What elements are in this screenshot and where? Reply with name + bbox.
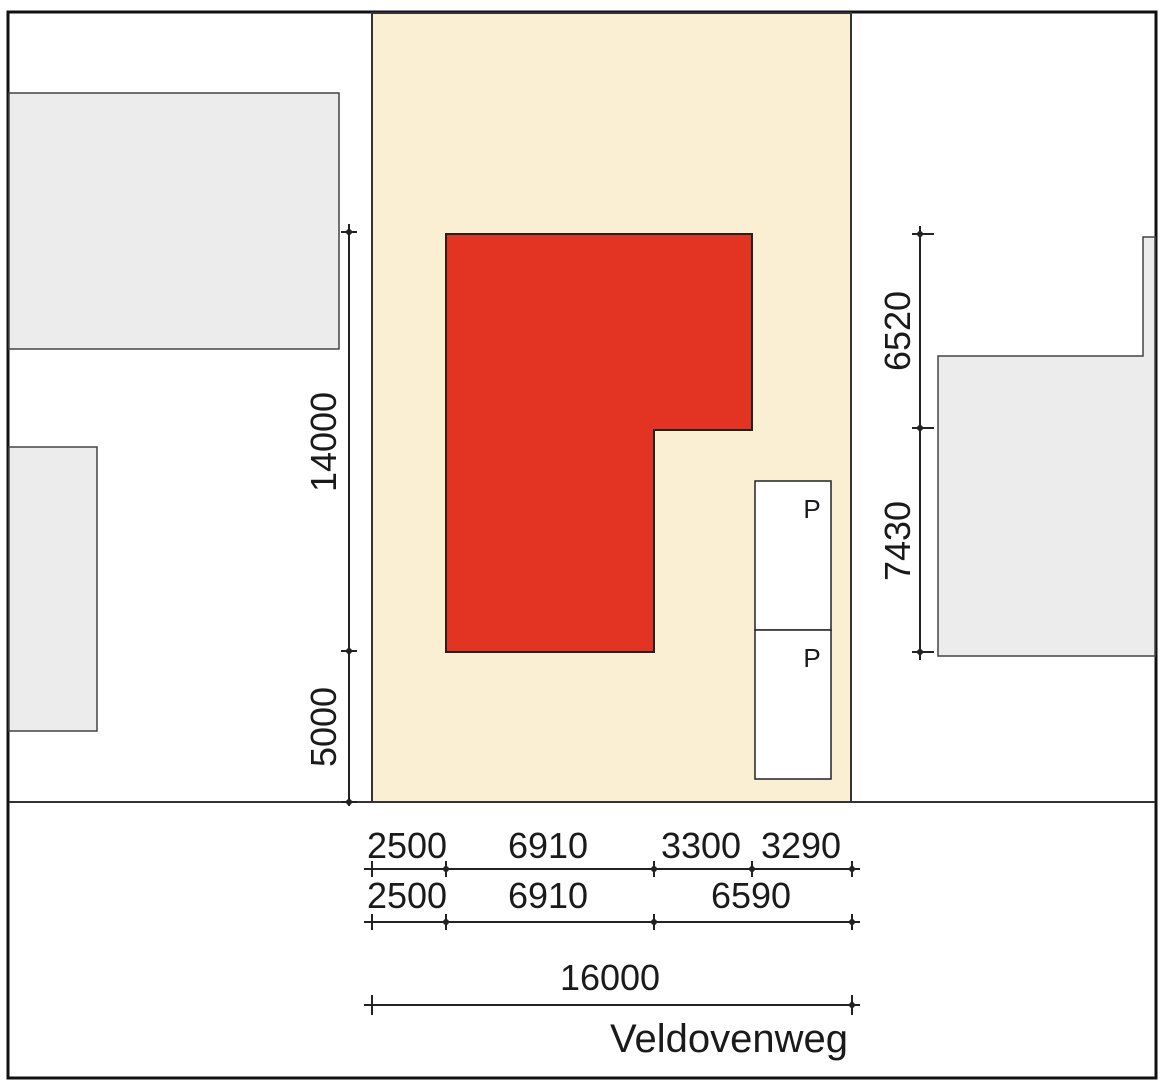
left-vertical-dimension bbox=[341, 224, 357, 806]
main-building bbox=[445, 233, 753, 653]
dimension-row2-segment-3: 6590 bbox=[711, 875, 791, 916]
horizontal-dimension-row-2 bbox=[364, 914, 860, 930]
neighbour-building-bottom-left bbox=[8, 446, 98, 732]
dimension-right-upper: 6520 bbox=[877, 291, 918, 371]
parking-label-1: P bbox=[803, 494, 820, 524]
dimension-total: 16000 bbox=[560, 957, 660, 998]
parking-label-2: P bbox=[803, 643, 820, 673]
neighbour-building-top-left bbox=[8, 92, 340, 350]
dimension-left-lower: 5000 bbox=[303, 687, 344, 767]
dimension-row1-segment-1: 2500 bbox=[367, 825, 447, 866]
horizontal-dimension-total bbox=[364, 995, 860, 1015]
parking-space-1 bbox=[754, 480, 832, 631]
parking-space-2 bbox=[754, 629, 832, 780]
dimension-row2-segment-2: 6910 bbox=[508, 875, 588, 916]
right-vertical-dimension bbox=[912, 226, 934, 660]
street-name: Veldovenweg bbox=[610, 1017, 848, 1061]
dimension-row2-segment-1: 2500 bbox=[367, 875, 447, 916]
neighbour-building-right bbox=[937, 236, 1156, 657]
dimension-row1-segment-3: 3300 bbox=[661, 825, 741, 866]
dimension-left-upper: 14000 bbox=[303, 392, 344, 492]
dimension-row1-segment-2: 6910 bbox=[508, 825, 588, 866]
dimension-right-lower: 7430 bbox=[877, 501, 918, 581]
horizontal-dimension-row-1 bbox=[364, 861, 860, 877]
dimension-row1-segment-4: 3290 bbox=[761, 825, 841, 866]
